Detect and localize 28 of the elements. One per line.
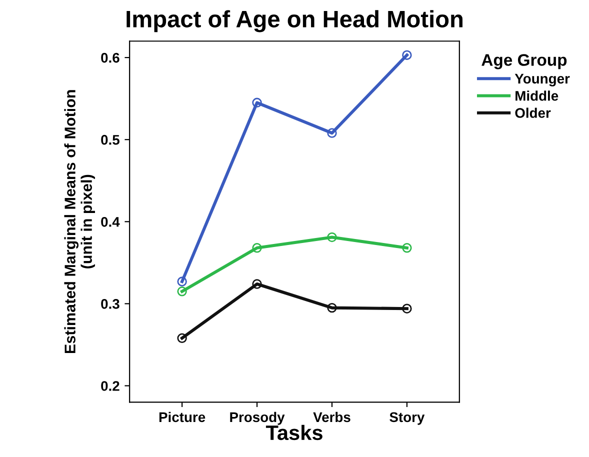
y-tick-label: 0.3 <box>101 299 120 309</box>
legend-label: Older <box>515 108 551 118</box>
x-tick-label: Prosody <box>230 412 285 425</box>
y-tick-label: 0.6 <box>101 52 120 63</box>
point <box>402 50 412 60</box>
point <box>327 128 337 138</box>
y-axis-title: Estimated Marginal Means of Motion (unit in pixel) <box>64 90 95 354</box>
point <box>402 304 412 314</box>
x-axis-title: Tasks <box>266 424 322 440</box>
point <box>252 98 262 108</box>
x-tick-label: Story <box>390 412 425 425</box>
legend-label: Younger <box>514 74 570 86</box>
legend-title: Age Group <box>482 54 567 70</box>
x-tick-label: Picture <box>159 412 206 422</box>
point <box>252 279 262 289</box>
y-tick-label: 0.5 <box>101 134 120 145</box>
y-tick-label: 0.2 <box>101 381 120 391</box>
point <box>177 286 187 296</box>
y-tick-label: 0.4 <box>101 216 120 227</box>
point <box>327 232 337 242</box>
chart-title: Impact of Age on Head Motion <box>126 10 462 32</box>
x-tick-label: Verbs <box>313 412 350 422</box>
point <box>252 243 262 253</box>
point <box>402 243 412 253</box>
legend-label: Middle <box>516 90 558 101</box>
point <box>177 333 187 344</box>
point <box>327 302 337 313</box>
point <box>177 276 187 286</box>
